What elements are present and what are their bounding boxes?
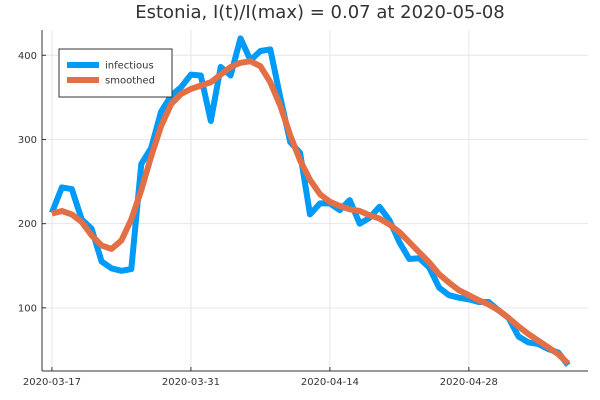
legend: infectious smoothed bbox=[58, 48, 173, 98]
legend-label-infectious: infectious bbox=[105, 61, 154, 72]
legend-box bbox=[58, 48, 173, 98]
axes: 100 200 300 400 2020-03-17 2020-03-31 2020-04-… bbox=[18, 30, 588, 388]
y-tick-label: 400 bbox=[18, 51, 37, 62]
series-line-smoothed bbox=[51, 58, 571, 366]
series-group bbox=[49, 35, 571, 367]
x-tick-label: 2020-03-31 bbox=[162, 377, 220, 388]
y-tick-label: 100 bbox=[18, 303, 37, 314]
legend-label-smoothed: smoothed bbox=[105, 76, 155, 87]
chart-title: Estonia, I(t)/I(max) = 0.07 at 2020-05-0… bbox=[135, 2, 505, 23]
x-tick-label: 2020-04-28 bbox=[440, 377, 498, 388]
x-tick-label: 2020-04-14 bbox=[301, 377, 359, 388]
y-tick-label: 300 bbox=[18, 135, 37, 146]
y-tick-label: 200 bbox=[18, 219, 37, 230]
x-tick-label: 2020-03-17 bbox=[23, 377, 81, 388]
